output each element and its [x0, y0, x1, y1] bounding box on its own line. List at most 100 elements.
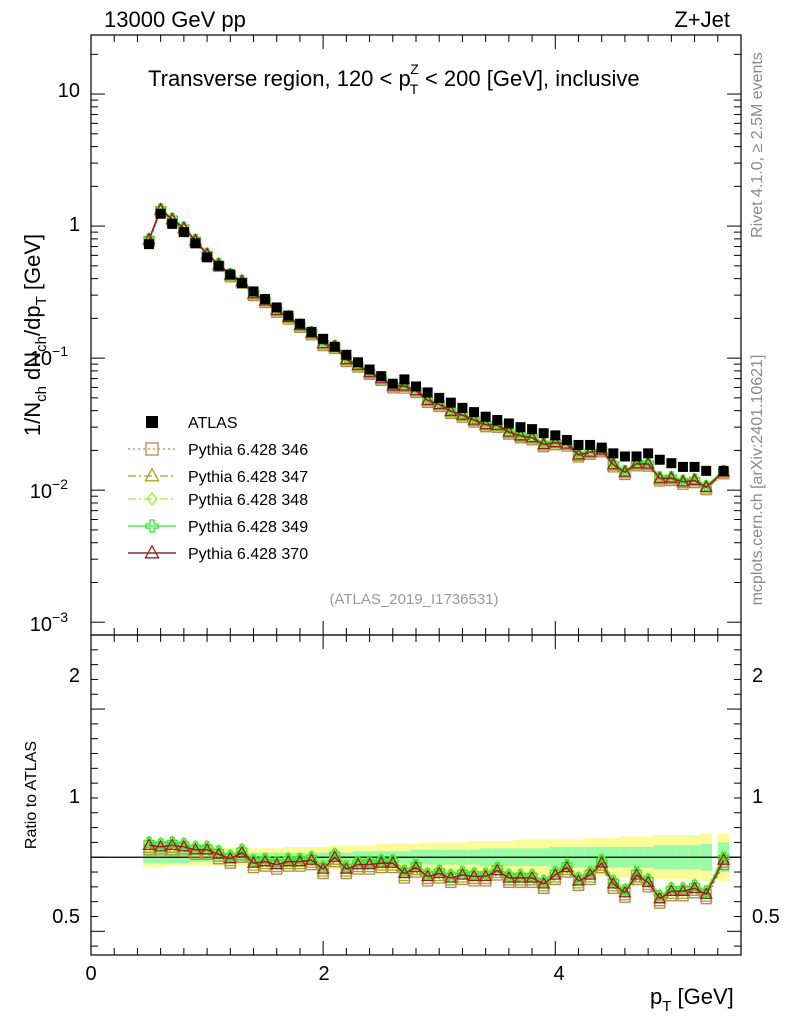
ratio-point-349 [654, 890, 666, 902]
point-370 [629, 456, 644, 469]
atlas-point [718, 465, 729, 476]
ratio-point-349 [213, 845, 225, 857]
point-370 [502, 424, 516, 437]
ratio-point-370 [606, 876, 620, 889]
point-370 [687, 473, 702, 486]
point-370 [699, 480, 713, 493]
ratio-point-347 [537, 879, 551, 892]
atlas-point [411, 381, 421, 392]
ratio-point-349 [271, 856, 283, 868]
ratio-point-347 [246, 858, 261, 871]
atlas-point [399, 374, 410, 385]
ratio-point-349 [468, 867, 480, 880]
atlas-point [236, 278, 247, 289]
ratio-point-349 [526, 869, 538, 881]
ratio-point-370 [421, 869, 435, 882]
legend-label-346: Pythia 6.428 346 [188, 442, 308, 459]
ratio-point-370 [281, 854, 295, 867]
atlas-point [144, 239, 155, 250]
ratio-point-347 [455, 870, 470, 883]
legend-marker-1 [145, 442, 159, 456]
ratio-point-347 [351, 860, 365, 873]
atlas-point [492, 414, 503, 425]
atlas-point [271, 302, 282, 313]
ratio-point-370 [154, 839, 168, 852]
point-370 [444, 403, 458, 416]
ratio-point-349 [717, 851, 730, 863]
ratio-ytick-label-1-left: 1 [69, 786, 80, 808]
atlas-point [538, 428, 549, 439]
ratio-point-349 [224, 850, 236, 862]
ratio-point-370 [328, 849, 342, 862]
ratio-point-349 [688, 879, 701, 892]
point-370 [432, 397, 446, 410]
ratio-point-370 [188, 842, 203, 855]
atlas-point [306, 326, 317, 337]
analysis-watermark: (ATLAS_2019_I1736531) [329, 591, 498, 608]
atlas-point [701, 465, 712, 476]
main-plot-panel: Transverse region, 120 < pTZ < 200 [GeV]… [20, 34, 742, 955]
ratio-plot-panel: Ratio to ATLAS 2 1 0.5 2 1 0.5 0 2 4 pT … [23, 634, 780, 1015]
ratio-point-370 [537, 876, 551, 889]
ratio-point-349 [538, 875, 550, 887]
ratio-point-349 [143, 836, 155, 849]
ratio-point-347 [339, 864, 353, 877]
ratio-point-347 [281, 857, 295, 870]
atlas-point [364, 364, 375, 375]
legend-marker-3 [146, 491, 158, 507]
main-data-series [142, 202, 731, 496]
ratio-point-370 [200, 842, 214, 855]
point-370 [653, 471, 667, 484]
point-370 [571, 447, 586, 460]
atlas-point [155, 208, 166, 219]
ratio-point-347 [177, 842, 191, 855]
ratio-point-347 [212, 849, 226, 862]
atlas-point [283, 310, 294, 321]
ratio-point-349 [201, 841, 213, 853]
atlas-point [213, 260, 224, 271]
atlas-point [225, 269, 236, 280]
atlas-point [387, 378, 398, 389]
atlas-point [573, 439, 584, 450]
ratio-point-370 [397, 866, 411, 879]
ratio-point-370 [386, 855, 400, 868]
point-370 [513, 428, 528, 441]
ratio-point-370 [212, 846, 226, 859]
ratio-point-370 [409, 860, 423, 873]
ratio-point-347 [444, 873, 458, 886]
atlas-point [585, 439, 596, 450]
ratio-point-349 [178, 838, 190, 850]
ratio-point-370 [513, 870, 528, 883]
atlas-point [376, 371, 387, 382]
point-370 [641, 456, 655, 469]
point-370 [676, 474, 690, 487]
ratio-point-349 [294, 853, 306, 865]
ratio-point-370 [595, 855, 609, 868]
ratio-point-370 [502, 870, 516, 883]
legend-marker-2 [144, 467, 160, 482]
ratio-point-347 [421, 872, 435, 885]
atlas-point [445, 397, 456, 408]
ratio-point-370 [258, 854, 272, 867]
point-370 [548, 435, 562, 448]
atlas-point [608, 448, 619, 459]
ratio-point-349 [479, 867, 492, 880]
ratio-point-347 [676, 886, 690, 899]
ratio-point-349 [433, 864, 445, 877]
main-y-ticks [91, 53, 741, 623]
ratio-data-series [142, 834, 731, 909]
atlas-point [329, 341, 340, 352]
ratio-point-349 [677, 882, 689, 894]
atlas-point [677, 461, 688, 472]
ytick-label-0-01: 10−2 [30, 476, 68, 503]
ratio-point-370 [548, 867, 562, 880]
ratio-point-347 [270, 860, 284, 873]
ratio-point-347 [374, 858, 388, 871]
ytick-label-0-1: 10−1 [30, 343, 68, 370]
atlas-point [422, 387, 433, 398]
atlas-point [561, 434, 572, 445]
atlas-point [457, 402, 468, 413]
point-370 [479, 417, 493, 430]
atlas-point [503, 418, 514, 429]
